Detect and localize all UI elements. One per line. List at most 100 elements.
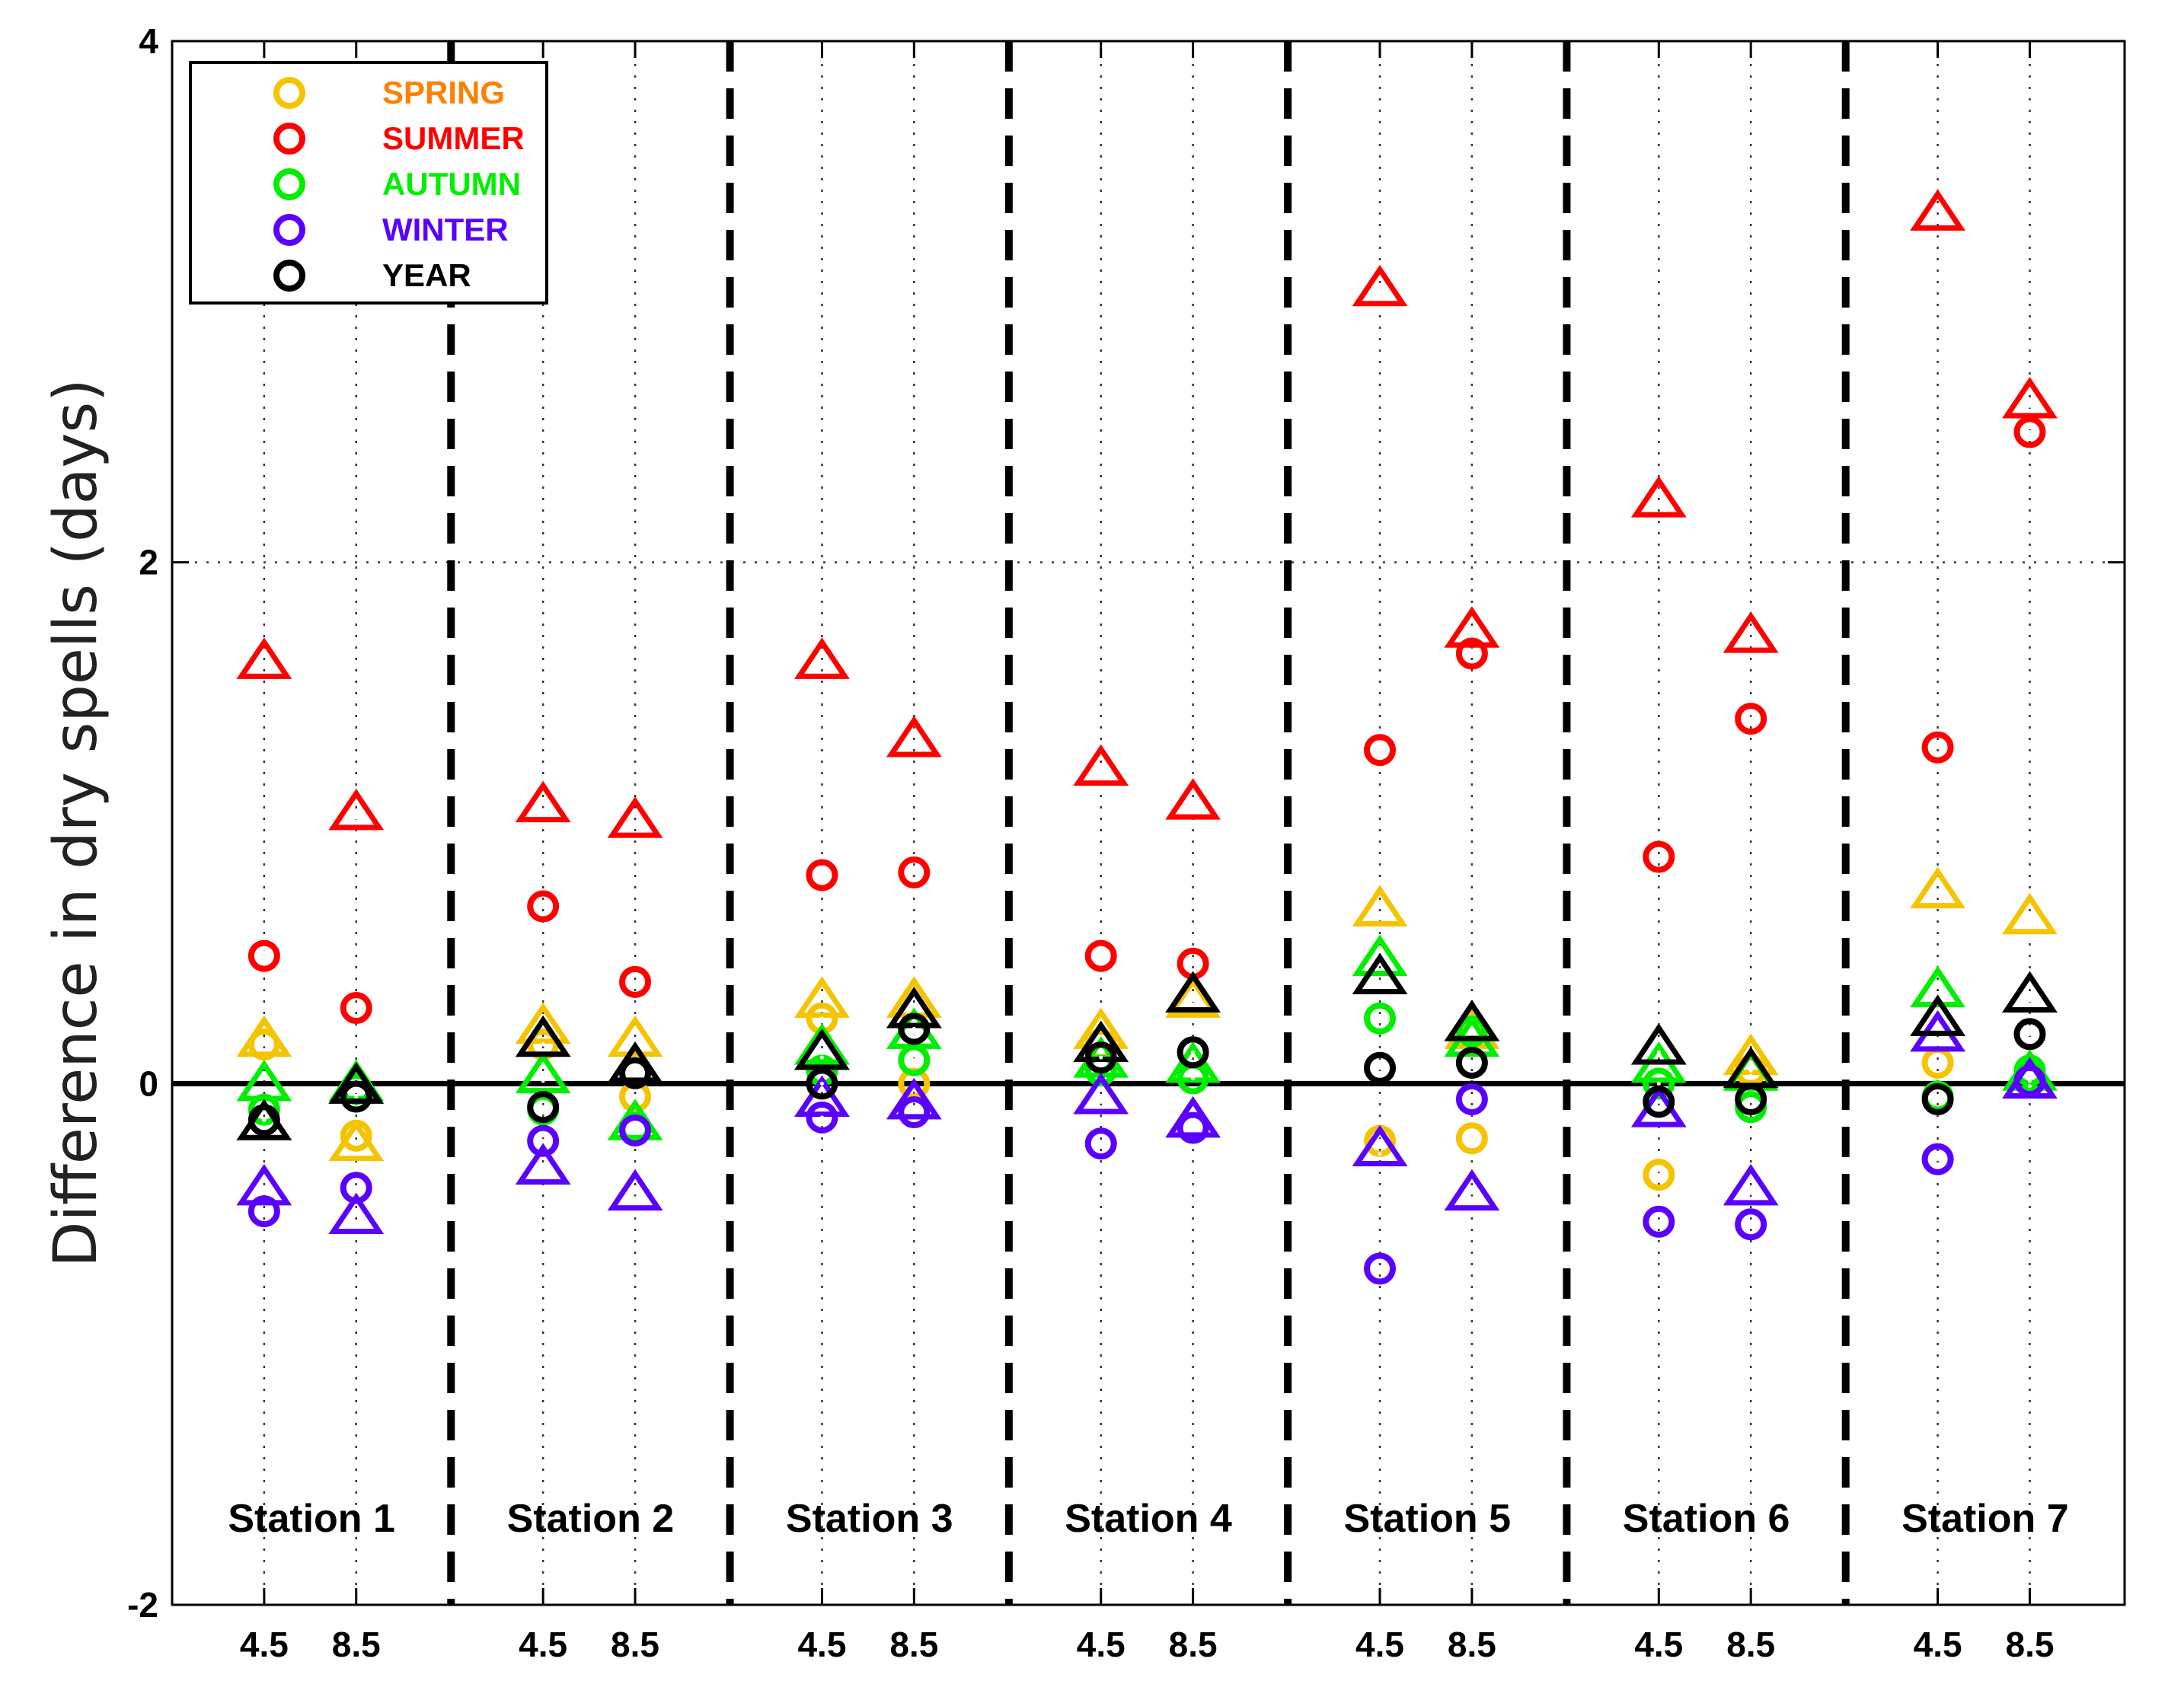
winter-circle-center <box>633 1128 637 1133</box>
year-triangle-marker <box>1444 1000 1500 1041</box>
summer-circle-center <box>912 870 916 875</box>
autumn-circle-center <box>541 1108 545 1112</box>
legend-label-autumn: AUTUMN <box>382 166 521 202</box>
spring-triangle-marker <box>1910 866 1966 909</box>
year-triangle-marker <box>793 1028 850 1070</box>
summer-circle-marker <box>1084 939 1117 972</box>
spring-triangle-marker <box>328 1119 385 1162</box>
legend-label-year: YEAR <box>382 257 471 293</box>
spring-triangle-marker <box>1352 885 1408 927</box>
spring-circle-marker <box>247 1028 280 1060</box>
summer-circle-center <box>633 980 637 984</box>
winter-triangle-center <box>354 1220 359 1224</box>
year-circle-center <box>819 1081 824 1086</box>
year-triangle-center <box>1191 998 1196 1003</box>
winter-circle-marker <box>806 1101 838 1134</box>
spring-triangle-center <box>2027 920 2032 924</box>
station-label: Station 2 <box>507 1497 675 1541</box>
year-circle-center <box>1656 1099 1661 1104</box>
winter-triangle-center <box>912 1105 916 1109</box>
winter-triangle-marker <box>607 1169 663 1211</box>
summer-triangle-marker <box>515 780 571 823</box>
year-circle-center <box>633 1071 637 1076</box>
summer-triangle-center <box>541 808 545 812</box>
year-circle-marker <box>527 1091 560 1124</box>
y-tick-label: 2 <box>139 543 158 582</box>
spring-triangle-marker <box>1165 976 1221 1018</box>
summer-triangle-marker <box>886 716 942 757</box>
year-triangle-marker <box>1630 1022 1687 1065</box>
y-tick-label: -2 <box>127 1585 158 1625</box>
year-triangle-center <box>1656 1050 1661 1054</box>
autumn-circle-center <box>1748 1105 1753 1109</box>
summer-triangle-marker <box>236 637 292 679</box>
year-circle-marker <box>1455 1046 1488 1079</box>
winter-circle-marker <box>1364 1252 1397 1285</box>
summer-circle-center <box>262 954 267 958</box>
summer-circle-center <box>819 872 824 877</box>
x-tick-label: 4.5 <box>1634 1625 1683 1664</box>
station-label: Station 4 <box>1065 1497 1232 1541</box>
summer-triangle-marker <box>2002 376 2058 419</box>
summer-circle-marker <box>527 890 560 923</box>
year-triangle-marker <box>1352 952 1408 995</box>
station-label: Station 7 <box>1901 1497 2069 1541</box>
winter-triangle-marker <box>793 1075 850 1117</box>
station-labels: Station 1 Station 2 Station 3 Station 4 Stat… <box>228 1497 2068 1541</box>
year-circle-marker <box>898 1013 931 1045</box>
year-circle-center <box>541 1105 545 1109</box>
x-tick-label: 8.5 <box>1726 1625 1775 1664</box>
winter-triangle-center <box>633 1196 637 1201</box>
spring-circle-center <box>819 1016 824 1021</box>
summer-triangle-center <box>912 742 916 747</box>
winter-circle-marker <box>247 1195 280 1228</box>
winter-triangle-center <box>1470 1196 1474 1201</box>
station-separators <box>447 41 1850 1605</box>
legend-box <box>189 61 548 305</box>
year-triangle-marker <box>886 987 942 1029</box>
summer-triangle-center <box>2027 403 2032 408</box>
autumn-triangle-center <box>541 1079 545 1083</box>
summer-circle-center <box>1656 855 1661 860</box>
summer-triangle-center <box>1748 638 1753 643</box>
autumn-circle-center <box>1936 1094 1940 1099</box>
year-circle-center <box>262 1118 267 1122</box>
winter-circle-center <box>1191 1126 1196 1131</box>
summer-triangle-marker <box>328 788 385 831</box>
year-circle-center <box>1748 1097 1753 1102</box>
winter-triangle-marker <box>1073 1072 1129 1115</box>
spring-triangle-center <box>1378 912 1382 917</box>
winter-circle-center <box>1656 1220 1661 1224</box>
spring-circle-center <box>1470 1136 1474 1140</box>
autumn-triangle-center <box>912 1035 916 1039</box>
year-circle-marker <box>1364 1051 1397 1084</box>
spring-circle-center <box>1936 1060 1940 1065</box>
winter-triangle-center <box>1748 1191 1753 1195</box>
spring-circle-center <box>354 1134 359 1138</box>
summer-triangle-center <box>1099 771 1103 776</box>
station-label: Station 3 <box>786 1497 953 1541</box>
year-triangle-center <box>819 1055 824 1060</box>
year-circle-marker <box>619 1057 652 1089</box>
x-tick-label: 4.5 <box>797 1625 846 1664</box>
winter-circle-center <box>1470 1097 1474 1102</box>
summer-triangle-marker <box>607 796 663 838</box>
summer-circle-marker <box>1921 731 1954 764</box>
winter-triangle-marker <box>515 1143 571 1185</box>
year-circle-center <box>1936 1097 1940 1102</box>
summer-circle-marker <box>619 965 652 998</box>
year-triangle-center <box>354 1089 359 1094</box>
winter-triangle-center <box>2027 1084 2032 1089</box>
winter-circle-marker <box>1921 1143 1954 1175</box>
station-label: Station 5 <box>1343 1497 1511 1541</box>
winter-circle-marker <box>1455 1083 1488 1115</box>
autumn-circle-center <box>633 1126 637 1131</box>
winter-circle-center <box>1099 1141 1103 1146</box>
spring-triangle-center <box>1191 1003 1196 1008</box>
winter-circle-marker <box>898 1096 931 1128</box>
y-tick-label: 4 <box>139 21 158 61</box>
year-triangle-center <box>633 1068 637 1073</box>
autumn-triangle-center <box>2027 1076 2032 1080</box>
legend-marker-winter <box>273 214 305 246</box>
